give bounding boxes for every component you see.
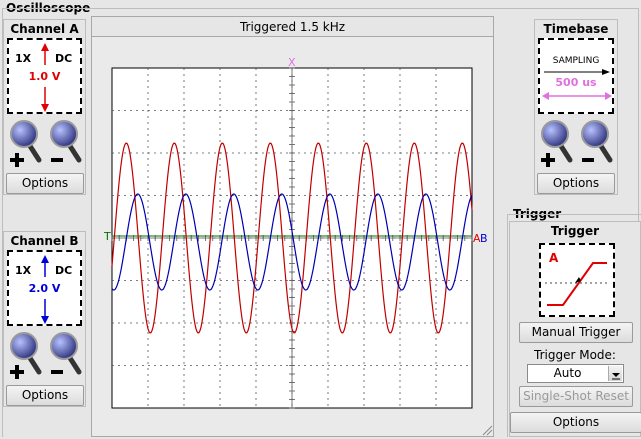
trigger-mode-value: Auto (553, 366, 582, 380)
trigger-options-button[interactable]: Options (510, 412, 641, 433)
x-position-marker: X (288, 56, 296, 69)
trigger-mode-label: Trigger Mode: (534, 348, 616, 362)
channel-a-offset-marker: A (473, 232, 481, 245)
resize-grip-icon[interactable] (479, 422, 493, 436)
channel-a-zoom-in-button[interactable] (8, 118, 44, 170)
channel-b-zoom-in-button[interactable] (8, 330, 44, 382)
channel-b-scale-arrow-icon (41, 255, 49, 324)
magnifier-minus-icon (581, 120, 613, 163)
magnifier-plus-icon (10, 332, 42, 379)
channel-a-options-button[interactable]: Options (6, 173, 84, 194)
magnifier-plus-icon (541, 120, 573, 167)
timebase-display: SAMPLING 500 us (538, 38, 614, 114)
timebase-mode: SAMPLING (552, 56, 600, 66)
timebase-title: Timebase (543, 22, 609, 36)
manual-trigger-button[interactable]: Manual Trigger (519, 322, 633, 343)
trigger-display: A (539, 243, 615, 317)
channel-a-panel: Channel A 1X DC 1.0 V Options (3, 19, 86, 195)
timebase-zoom-in-button[interactable] (539, 118, 575, 170)
trigger-group-frame (507, 214, 641, 437)
channel-b-options-button[interactable]: Options (6, 385, 84, 406)
magnifier-minus-icon (50, 120, 82, 163)
trigger-status-title: Triggered 1.5 kHz (92, 17, 493, 37)
timebase-panel: Timebase SAMPLING 500 us Options (534, 19, 618, 195)
channel-b-offset-marker: B (480, 232, 488, 245)
trace-channel-a (111, 142, 473, 334)
trigger-source: A (549, 251, 559, 265)
channel-a-display: 1X DC 1.0 V (7, 38, 82, 114)
timebase-options-button[interactable]: Options (537, 173, 615, 194)
timebase-zoom-out-button[interactable] (579, 118, 615, 170)
channel-b-title: Channel B (10, 234, 79, 248)
channel-b-volts-div: 2.0 V (28, 282, 61, 295)
timebase-span-arrow-icon (542, 92, 612, 100)
channel-a-title: Channel A (10, 22, 79, 36)
channel-a-probe: 1X (15, 52, 32, 65)
trigger-title: Trigger (550, 224, 600, 238)
trigger-level-marker: T (103, 230, 111, 243)
scope-display: X T A B (103, 56, 488, 409)
channel-b-zoom-out-button[interactable] (48, 330, 84, 382)
channel-a-volts-div: 1.0 V (28, 70, 61, 83)
magnifier-plus-icon (10, 120, 42, 167)
sampling-arrow-icon (544, 69, 610, 75)
chevron-down-icon[interactable] (608, 366, 622, 381)
channel-b-probe: 1X (15, 264, 32, 277)
channel-b-panel: Channel B 1X DC 2.0 V Options (3, 231, 86, 407)
channel-a-scale-arrow-icon (41, 43, 49, 112)
channel-b-coupling: DC (55, 264, 73, 277)
trigger-slope-icon (545, 262, 609, 306)
magnifier-minus-icon (50, 332, 82, 375)
channel-b-display: 1X DC 2.0 V (7, 250, 82, 326)
channel-a-zoom-out-button[interactable] (48, 118, 84, 170)
single-shot-reset-button[interactable]: Single-Shot Reset (519, 386, 633, 407)
trigger-panel: Trigger A Manual Trigger Trigger Mode: A… (509, 221, 641, 437)
channel-a-coupling: DC (55, 52, 73, 65)
trigger-mode-select[interactable]: Auto (527, 364, 624, 383)
timebase-time-div: 500 us (555, 76, 597, 89)
trace-channel-b (111, 193, 473, 291)
